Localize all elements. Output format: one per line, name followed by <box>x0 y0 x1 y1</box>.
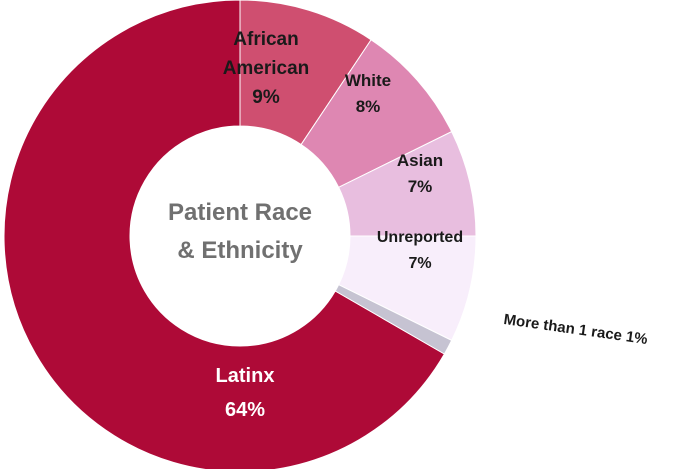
label-latinx: Latinx 64% <box>216 365 275 421</box>
label-unreported: Unreported 7% <box>377 229 463 272</box>
label-white: White 8% <box>345 71 391 116</box>
slice-name-line: Asian <box>397 151 443 170</box>
label-asian: Asian 7% <box>397 151 443 196</box>
label-more-than-1-race: More than 1 race 1% <box>503 311 649 348</box>
slice-value-label: 8% <box>356 97 381 116</box>
slice-name-line: African <box>233 29 298 50</box>
slice-name-line: White <box>345 71 391 90</box>
slice-name-line: Unreported <box>377 229 463 246</box>
slice-value-label: 7% <box>408 255 431 272</box>
center-title-line-2: & Ethnicity <box>177 237 303 264</box>
slice-value-label: 7% <box>408 177 433 196</box>
slice-more-than-1-race <box>334 283 453 355</box>
slices-layer <box>3 0 477 469</box>
slice-name-line: Latinx <box>216 365 275 387</box>
slice-name-line: American <box>223 58 310 79</box>
center-title-line-1: Patient Race <box>168 199 312 226</box>
slice-value-label: 9% <box>252 87 280 108</box>
slice-latinx <box>3 0 446 469</box>
labels-layer: Latinx 64% African American 9% White 8% Asian 7%… <box>216 29 649 421</box>
label-african-american: African American 9% <box>223 29 310 108</box>
slice-value-label: 64% <box>225 399 265 421</box>
slice-name-line: More than 1 race 1% <box>503 311 649 348</box>
